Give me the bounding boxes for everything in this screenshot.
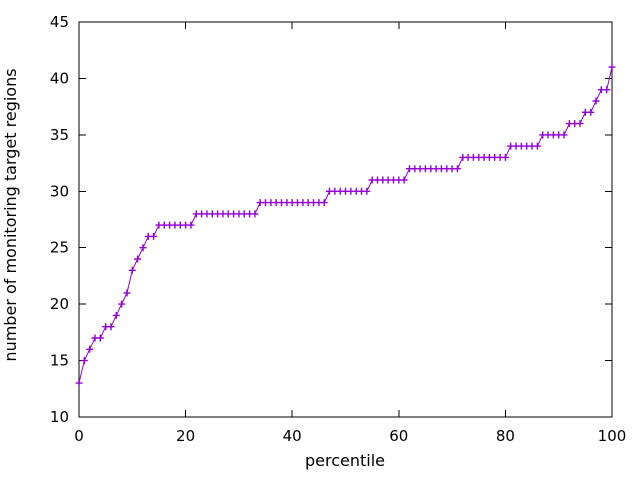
x-axis-label: percentile (305, 451, 385, 470)
x-tick-label: 20 (176, 427, 195, 445)
series-markers (75, 63, 616, 387)
x-tick-label: 40 (283, 427, 302, 445)
plot-area: 0 20 40 60 80 100 10 15 20 25 30 35 40 45 (50, 13, 626, 445)
y-tick-label: 40 (50, 69, 69, 87)
y-axis-label: number of monitoring target regions (1, 68, 20, 361)
x-tick-label: 60 (389, 427, 408, 445)
y-tick-label: 25 (50, 239, 69, 257)
x-tick-label: 100 (598, 427, 627, 445)
y-tick-label: 15 (50, 352, 69, 370)
y-tick-label: 30 (50, 182, 69, 200)
y-tick-label: 45 (50, 13, 69, 31)
x-tick-label: 80 (496, 427, 515, 445)
x-tick-label: 0 (74, 427, 84, 445)
y-tick-label: 35 (50, 126, 69, 144)
y-tick-label: 20 (50, 295, 69, 313)
y-tick-label: 10 (50, 408, 69, 426)
plot-border (78, 21, 613, 418)
